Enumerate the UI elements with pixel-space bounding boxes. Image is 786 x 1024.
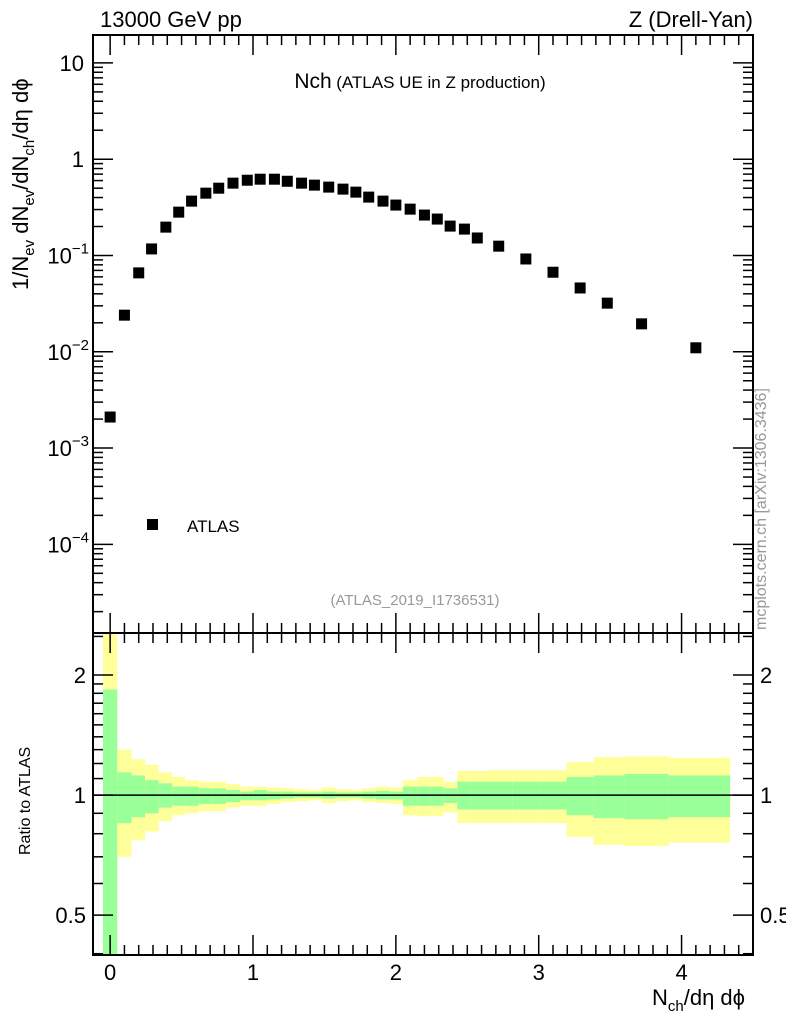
stat-uncertainty-band (624, 773, 669, 820)
x-tick-label: 4 (675, 960, 687, 985)
stat-uncertainty-band (225, 789, 241, 803)
stat-uncertainty-band (240, 791, 254, 801)
data-point (337, 183, 349, 195)
stat-uncertainty-band (103, 689, 118, 955)
ratio-y-tick-label-right: 0.5 (760, 903, 786, 928)
analysis-id: (ATLAS_2019_I1736531) (330, 592, 499, 609)
legend-marker (147, 519, 158, 530)
y-tick-label: 10−4 (47, 529, 89, 557)
stat-uncertainty-band (403, 786, 418, 806)
y-tick-label: 10−2 (47, 337, 89, 365)
data-point (444, 220, 456, 232)
plot-title: Nch (ATLAS UE in Z production) (294, 70, 545, 93)
data-point (363, 191, 375, 203)
data-point (418, 209, 430, 221)
data-point (690, 342, 702, 354)
data-point (574, 282, 586, 294)
ratio-panel-frame (92, 632, 754, 956)
data-point (471, 232, 483, 244)
data-point (601, 297, 613, 309)
data-point (323, 181, 335, 193)
data-point (104, 411, 116, 423)
ratio-y-tick-label-right: 2 (760, 663, 772, 688)
ratio-y-tick-label: 1 (74, 783, 86, 808)
data-point (173, 206, 185, 218)
data-point (308, 179, 320, 191)
data-point (118, 309, 130, 321)
data-point (404, 203, 416, 215)
data-point (350, 186, 362, 198)
stat-uncertainty-band (668, 775, 731, 818)
data-point (200, 187, 212, 199)
data-point (493, 240, 505, 252)
header-left: 13000 GeV pp (100, 7, 242, 32)
data-point (160, 221, 172, 233)
legend-label: ATLAS (187, 517, 240, 536)
data-point (213, 182, 225, 194)
x-tick-label: 3 (533, 960, 545, 985)
stat-uncertainty-band (145, 780, 159, 814)
data-point (281, 175, 293, 187)
main-panel-frame (92, 34, 754, 634)
stat-uncertainty-band (185, 786, 199, 806)
data-points (104, 173, 702, 423)
axis-ticks: 0 1 2 3 4 10 1 10−1 10−2 10−3 10−4 2 2 1 1 0.5 0.5 (47, 35, 786, 985)
y-tick-label: 10−1 (47, 240, 89, 268)
data-point (431, 213, 443, 225)
data-point (458, 223, 470, 235)
stat-uncertainty-band (131, 775, 146, 818)
stat-uncertainty-band (212, 788, 226, 804)
data-point (254, 173, 266, 185)
stat-uncertainty-band (593, 775, 625, 819)
x-axis-label: Nch/dη dϕ (652, 985, 745, 1015)
x-tick-label: 1 (247, 960, 259, 985)
data-point (227, 177, 239, 189)
ratio-bands (93, 633, 753, 955)
data-point (636, 318, 648, 330)
data-point (186, 195, 198, 207)
y-axis-label: 1/Nev dNev/dNch/dη dϕ (8, 78, 38, 290)
ratio-y-axis-label: Ratio to ATLAS (17, 747, 34, 855)
ratio-y-tick-label: 2 (74, 663, 86, 688)
side-label: mcplots.cern.ch [arXiv:1306.3436] (753, 388, 770, 630)
stat-uncertainty-band (417, 786, 431, 806)
stat-uncertainty-band (117, 772, 132, 824)
stat-uncertainty-band (198, 788, 213, 804)
x-tick-label: 2 (390, 960, 402, 985)
y-tick-label: 10 (60, 51, 84, 76)
x-tick-label: 0 (104, 960, 116, 985)
data-point (268, 173, 280, 185)
y-tick-label: 10−3 (47, 433, 89, 461)
data-point (296, 177, 308, 189)
ratio-y-tick-label-right: 1 (760, 783, 772, 808)
y-tick-label: 1 (72, 147, 84, 172)
data-point (146, 243, 158, 255)
data-point (377, 195, 389, 207)
title-main: Nch (294, 70, 331, 93)
data-point (520, 253, 532, 265)
stat-uncertainty-band (172, 786, 186, 806)
stat-uncertainty-band (566, 776, 594, 816)
title-sub: (ATLAS UE in Z production) (336, 73, 545, 92)
header-right: Z (Drell-Yan) (629, 7, 753, 32)
data-point (547, 266, 559, 278)
stat-uncertainty-band (430, 786, 444, 806)
data-point (133, 267, 145, 279)
ratio-y-tick-label: 0.5 (55, 903, 86, 928)
data-point (390, 199, 402, 211)
data-point (241, 174, 253, 186)
